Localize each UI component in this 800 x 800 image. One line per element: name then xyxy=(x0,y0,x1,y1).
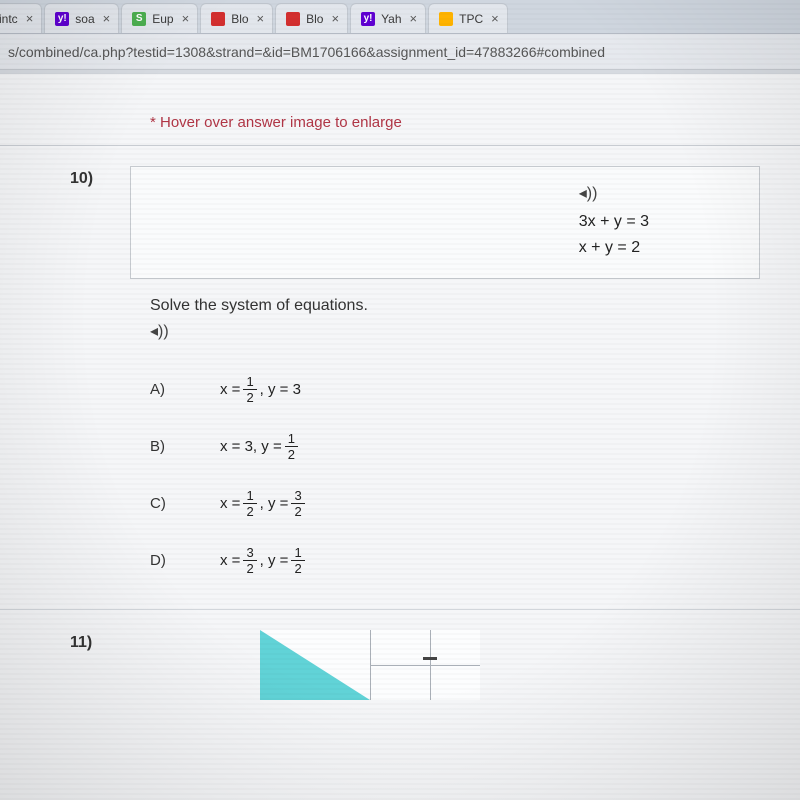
page-content: * Hover over answer image to enlarge 10)… xyxy=(0,70,800,800)
answer-math: x = 3, y = 1 2 xyxy=(220,432,301,461)
answer-option-c[interactable]: C) x = 1 2 , y = 3 2 xyxy=(150,475,800,532)
answer-math: x = 1 2 , y = 3 xyxy=(220,375,301,404)
browser-tab[interactable]: TPC × xyxy=(428,3,508,33)
answer-option-b[interactable]: B) x = 3, y = 1 2 xyxy=(150,418,800,475)
tab-label: Blo xyxy=(231,12,248,26)
question-10: 10) ◂)) 3x + y = 3 x + y = 2 xyxy=(0,146,800,279)
answer-list: A) x = 1 2 , y = 3 B) x = 3, y = 1 2 xyxy=(0,347,800,589)
browser-tab[interactable]: intc × xyxy=(0,3,42,33)
graph-region xyxy=(260,630,370,700)
answer-math: x = 1 2 , y = 3 2 xyxy=(220,489,308,518)
instruction-block: Solve the system of equations. ◂)) xyxy=(0,279,800,347)
close-icon[interactable]: × xyxy=(410,11,418,26)
instruction-text: Solve the system of equations. xyxy=(150,297,800,315)
question-number: 11) xyxy=(70,630,130,700)
url-text: s/combined/ca.php?testid=1308&strand=&id… xyxy=(8,44,605,60)
close-icon[interactable]: × xyxy=(103,11,111,26)
browser-tab[interactable]: S Eup × xyxy=(121,3,198,33)
site-icon xyxy=(211,12,225,26)
close-icon[interactable]: × xyxy=(182,11,190,26)
graph-preview[interactable] xyxy=(260,630,480,700)
tab-label: soa xyxy=(75,12,94,26)
close-icon[interactable]: × xyxy=(257,11,265,26)
question-number: 10) xyxy=(70,166,130,279)
question-box: ◂)) 3x + y = 3 x + y = 2 xyxy=(130,166,760,279)
browser-tab-strip: intc × y! soa × S Eup × Blo × Blo × y! Y… xyxy=(0,0,800,34)
axis-tick xyxy=(423,657,437,660)
site-icon xyxy=(286,12,300,26)
answer-letter: D) xyxy=(150,552,220,569)
tab-label: TPC xyxy=(459,12,483,26)
browser-tab[interactable]: Blo × xyxy=(275,3,348,33)
tab-label: Blo xyxy=(306,12,323,26)
equation-line: x + y = 2 xyxy=(579,235,649,261)
yahoo-icon: y! xyxy=(55,12,69,26)
answer-option-a[interactable]: A) x = 1 2 , y = 3 xyxy=(150,361,800,418)
hover-hint: * Hover over answer image to enlarge xyxy=(0,104,800,145)
tab-label: intc xyxy=(0,12,18,26)
fraction: 1 2 xyxy=(285,432,298,461)
grid-line xyxy=(370,665,480,666)
equation-line: 3x + y = 3 xyxy=(579,209,649,235)
question-11: 11) xyxy=(0,610,800,700)
address-bar[interactable]: s/combined/ca.php?testid=1308&strand=&id… xyxy=(0,34,800,70)
tab-label: Eup xyxy=(152,12,173,26)
browser-tab[interactable]: y! Yah × xyxy=(350,3,426,33)
fraction: 1 2 xyxy=(243,375,256,404)
answer-math: x = 3 2 , y = 1 2 xyxy=(220,546,308,575)
answer-letter: A) xyxy=(150,381,220,398)
close-icon[interactable]: × xyxy=(491,11,499,26)
yahoo-icon: y! xyxy=(361,12,375,26)
answer-option-d[interactable]: D) x = 3 2 , y = 1 2 xyxy=(150,532,800,589)
fraction: 3 2 xyxy=(291,489,304,518)
fraction: 1 2 xyxy=(243,489,256,518)
browser-tab[interactable]: y! soa × xyxy=(44,3,119,33)
close-icon[interactable]: × xyxy=(26,11,34,26)
close-icon[interactable]: × xyxy=(331,11,339,26)
site-icon: S xyxy=(132,12,146,26)
audio-icon[interactable]: ◂)) xyxy=(150,321,169,341)
fraction: 3 2 xyxy=(243,546,256,575)
answer-letter: B) xyxy=(150,438,220,455)
site-icon xyxy=(439,12,453,26)
browser-tab[interactable]: Blo × xyxy=(200,3,273,33)
fraction: 1 2 xyxy=(291,546,304,575)
answer-letter: C) xyxy=(150,495,220,512)
audio-icon[interactable]: ◂)) xyxy=(579,183,598,203)
tab-label: Yah xyxy=(381,12,401,26)
